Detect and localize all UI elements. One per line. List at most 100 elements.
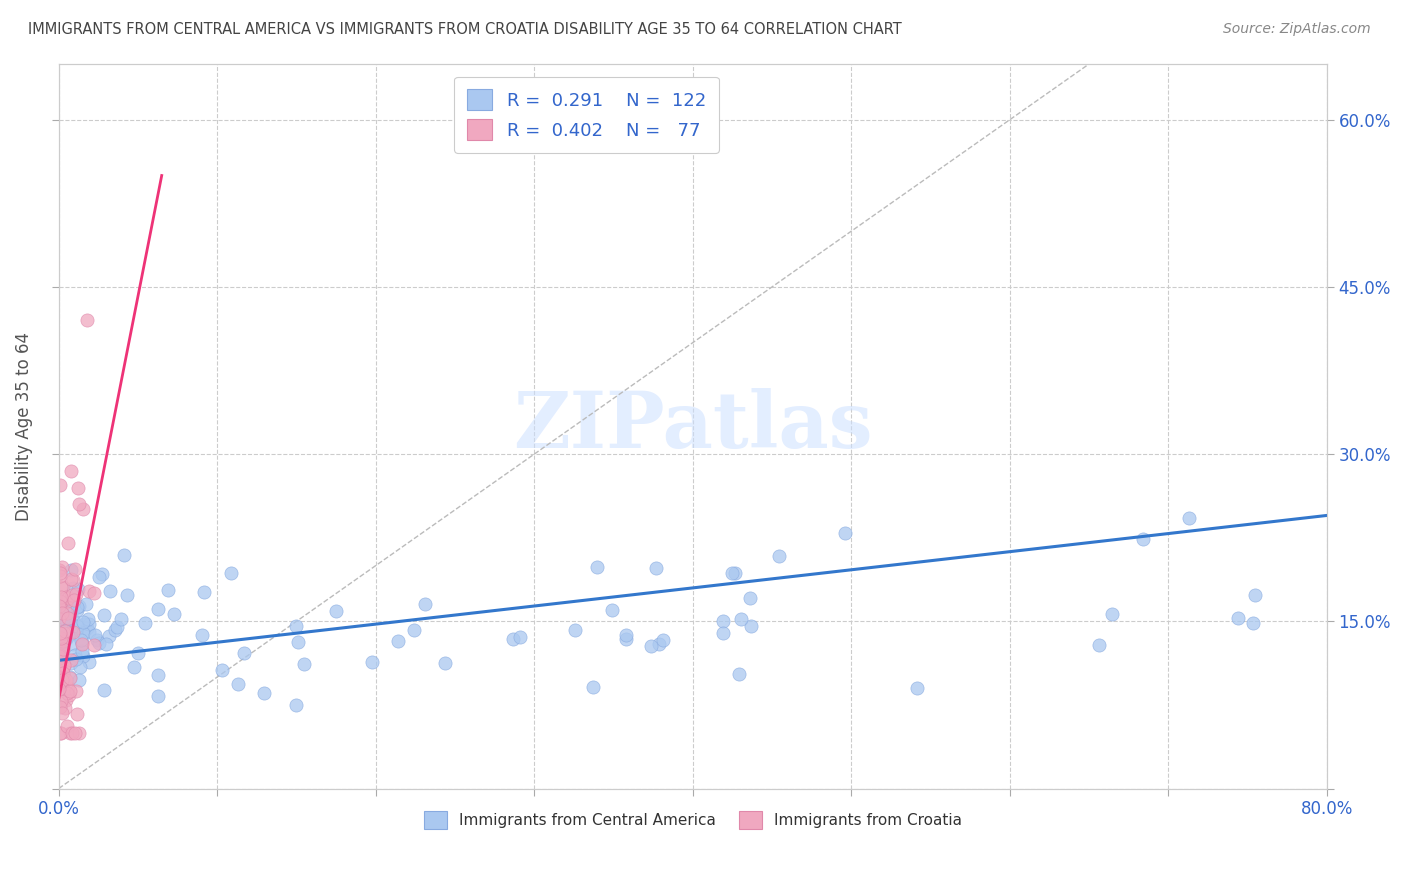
Point — [55, 632, 77, 646]
Point — [76, 313, 98, 327]
Point — [52, 658, 75, 673]
Point — [49, 639, 72, 653]
Point — [65, 623, 87, 637]
Point — [66, 619, 89, 633]
Point — [70, 637, 93, 651]
Point — [58, 611, 80, 625]
Point — [63, 593, 86, 607]
Point — [72, 626, 94, 640]
Point — [53, 624, 76, 638]
Point — [292, 657, 315, 671]
Point — [711, 614, 734, 628]
Point — [55, 595, 77, 609]
Point — [48, 671, 70, 685]
Point — [711, 625, 734, 640]
Point — [58, 688, 80, 702]
Y-axis label: Disability Age 35 to 64: Disability Age 35 to 64 — [15, 332, 32, 521]
Point — [740, 591, 762, 606]
Point — [56, 591, 79, 606]
Point — [59, 670, 82, 684]
Point — [51, 675, 73, 690]
Point — [97, 629, 120, 643]
Point — [49, 636, 72, 650]
Point — [582, 680, 605, 694]
Point — [83, 638, 105, 652]
Point — [191, 628, 214, 642]
Point — [69, 660, 91, 674]
Point — [60, 464, 83, 478]
Point — [49, 726, 72, 740]
Point — [48, 651, 70, 665]
Point — [211, 664, 233, 678]
Point — [56, 681, 79, 695]
Point — [62, 581, 84, 595]
Point — [60, 563, 83, 577]
Point — [91, 567, 114, 582]
Point — [48, 641, 70, 656]
Point — [48, 563, 70, 577]
Point — [49, 726, 72, 740]
Point — [63, 648, 86, 663]
Point — [79, 624, 101, 639]
Point — [63, 726, 86, 740]
Point — [60, 726, 83, 740]
Point — [51, 560, 73, 574]
Point — [52, 626, 75, 640]
Point — [740, 619, 762, 633]
Point — [105, 619, 128, 633]
Point — [53, 632, 76, 646]
Text: ZIPatlas: ZIPatlas — [513, 388, 873, 465]
Point — [134, 616, 156, 631]
Point — [58, 536, 80, 550]
Point — [49, 568, 72, 582]
Point — [60, 652, 83, 666]
Point — [287, 635, 309, 649]
Point — [70, 636, 93, 650]
Point — [76, 621, 98, 635]
Point — [65, 652, 87, 666]
Point — [1101, 607, 1123, 621]
Point — [52, 632, 75, 646]
Point — [48, 612, 70, 626]
Point — [502, 632, 524, 647]
Point — [1088, 638, 1111, 652]
Legend: Immigrants from Central America, Immigrants from Croatia: Immigrants from Central America, Immigra… — [418, 805, 967, 835]
Point — [94, 637, 117, 651]
Point — [89, 635, 111, 649]
Point — [325, 605, 347, 619]
Point — [86, 633, 108, 648]
Point — [67, 497, 90, 511]
Point — [433, 656, 456, 670]
Point — [509, 630, 531, 644]
Point — [117, 589, 139, 603]
Point — [586, 560, 609, 574]
Point — [55, 673, 77, 687]
Point — [77, 655, 100, 669]
Point — [905, 681, 928, 695]
Point — [721, 566, 744, 581]
Point — [1177, 511, 1199, 525]
Point — [1241, 615, 1264, 630]
Point — [163, 607, 186, 622]
Point — [59, 624, 82, 639]
Point — [49, 650, 72, 665]
Point — [51, 706, 73, 721]
Point — [52, 580, 75, 594]
Point — [49, 700, 72, 714]
Point — [77, 617, 100, 632]
Point — [53, 659, 76, 673]
Point — [69, 633, 91, 648]
Point — [48, 563, 70, 577]
Point — [768, 549, 790, 563]
Point — [67, 582, 90, 596]
Point — [146, 689, 169, 703]
Point — [614, 632, 637, 647]
Point — [93, 608, 115, 623]
Point — [834, 525, 856, 540]
Point — [51, 606, 73, 620]
Point — [48, 477, 70, 491]
Point — [59, 671, 82, 685]
Point — [48, 648, 70, 663]
Point — [104, 623, 127, 637]
Point — [51, 630, 73, 644]
